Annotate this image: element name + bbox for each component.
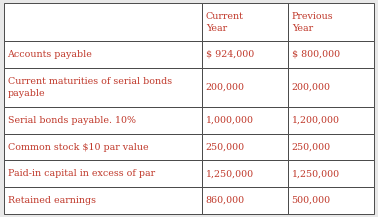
Text: 1,250,000: 1,250,000 bbox=[206, 169, 254, 178]
Bar bbox=[4, 41, 202, 68]
Text: 200,000: 200,000 bbox=[206, 83, 245, 92]
Bar bbox=[4, 3, 202, 41]
Text: Common stock $10 par value: Common stock $10 par value bbox=[8, 143, 148, 152]
Text: 500,000: 500,000 bbox=[292, 196, 331, 205]
Text: 250,000: 250,000 bbox=[206, 143, 245, 152]
Bar bbox=[4, 187, 202, 214]
Bar bbox=[202, 3, 288, 41]
Text: 1,250,000: 1,250,000 bbox=[292, 169, 340, 178]
Text: 1,000,000: 1,000,000 bbox=[206, 116, 254, 125]
Text: Current maturities of serial bonds
payable: Current maturities of serial bonds payab… bbox=[8, 77, 172, 98]
Bar bbox=[288, 68, 374, 107]
Text: Paid-in capital in excess of par: Paid-in capital in excess of par bbox=[8, 169, 155, 178]
Text: Retained earnings: Retained earnings bbox=[8, 196, 96, 205]
Bar bbox=[202, 187, 288, 214]
Bar bbox=[202, 107, 288, 134]
Bar bbox=[288, 187, 374, 214]
Bar bbox=[288, 107, 374, 134]
Bar bbox=[202, 160, 288, 187]
Bar bbox=[288, 3, 374, 41]
Bar bbox=[288, 134, 374, 160]
Bar bbox=[202, 41, 288, 68]
Text: 860,000: 860,000 bbox=[206, 196, 245, 205]
Text: $ 924,000: $ 924,000 bbox=[206, 50, 254, 59]
Bar bbox=[4, 107, 202, 134]
Bar bbox=[202, 68, 288, 107]
Bar bbox=[4, 134, 202, 160]
Text: Accounts payable: Accounts payable bbox=[8, 50, 93, 59]
Bar bbox=[288, 160, 374, 187]
Bar bbox=[202, 134, 288, 160]
Text: Current
Year: Current Year bbox=[206, 12, 243, 33]
Text: 250,000: 250,000 bbox=[292, 143, 331, 152]
Text: Serial bonds payable. 10%: Serial bonds payable. 10% bbox=[8, 116, 136, 125]
Text: $ 800,000: $ 800,000 bbox=[292, 50, 340, 59]
Bar bbox=[4, 160, 202, 187]
Bar bbox=[4, 68, 202, 107]
Bar bbox=[288, 41, 374, 68]
Text: Previous
Year: Previous Year bbox=[292, 12, 333, 33]
Text: 1,200,000: 1,200,000 bbox=[292, 116, 340, 125]
Text: 200,000: 200,000 bbox=[292, 83, 331, 92]
